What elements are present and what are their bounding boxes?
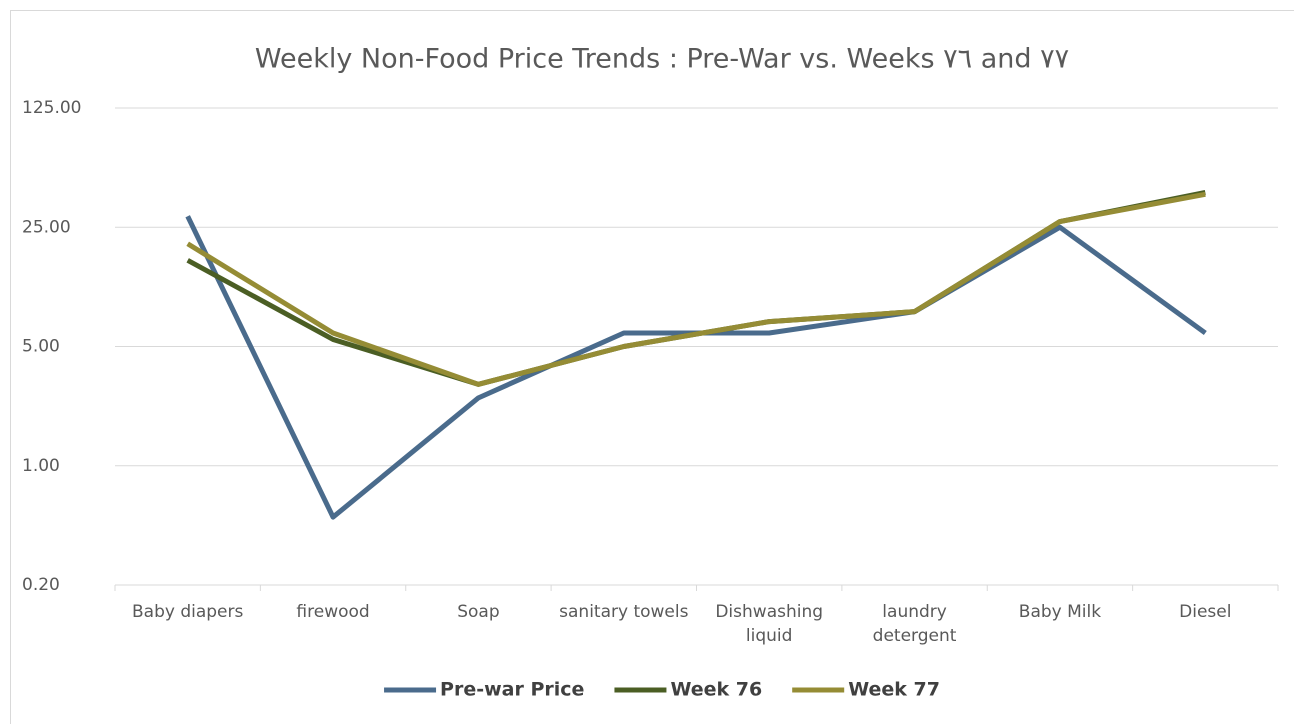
y-tick-label: 125.00 <box>22 98 81 118</box>
legend-label: Week 76 <box>670 679 762 701</box>
x-tick-label: sanitary towels <box>559 602 689 622</box>
y-tick-label: 25.00 <box>22 217 71 237</box>
chart-border <box>10 10 1294 724</box>
y-tick-label: 5.00 <box>22 337 60 357</box>
series-line <box>186 191 1206 387</box>
x-tick-label: Soap <box>457 602 500 622</box>
chart-title: Weekly Non-Food Price Trends : Pre-War v… <box>255 44 1069 75</box>
legend-label: Pre-war Price <box>440 679 584 701</box>
x-tick-label: Dishwashing liquid <box>715 602 824 646</box>
x-tick-label: laundry detergent <box>872 602 957 646</box>
series-line <box>185 215 1207 520</box>
y-tick-label: 0.20 <box>22 575 60 595</box>
x-tick-label: Baby Milk <box>1018 602 1102 622</box>
x-tick-label: Diesel <box>1179 602 1232 622</box>
x-tick-label: Baby diapers <box>132 602 244 622</box>
series-line <box>186 189 1206 387</box>
x-tick-label: firewood <box>296 602 370 622</box>
legend-label: Week 77 <box>848 679 940 701</box>
y-tick-label: 1.00 <box>22 456 60 476</box>
